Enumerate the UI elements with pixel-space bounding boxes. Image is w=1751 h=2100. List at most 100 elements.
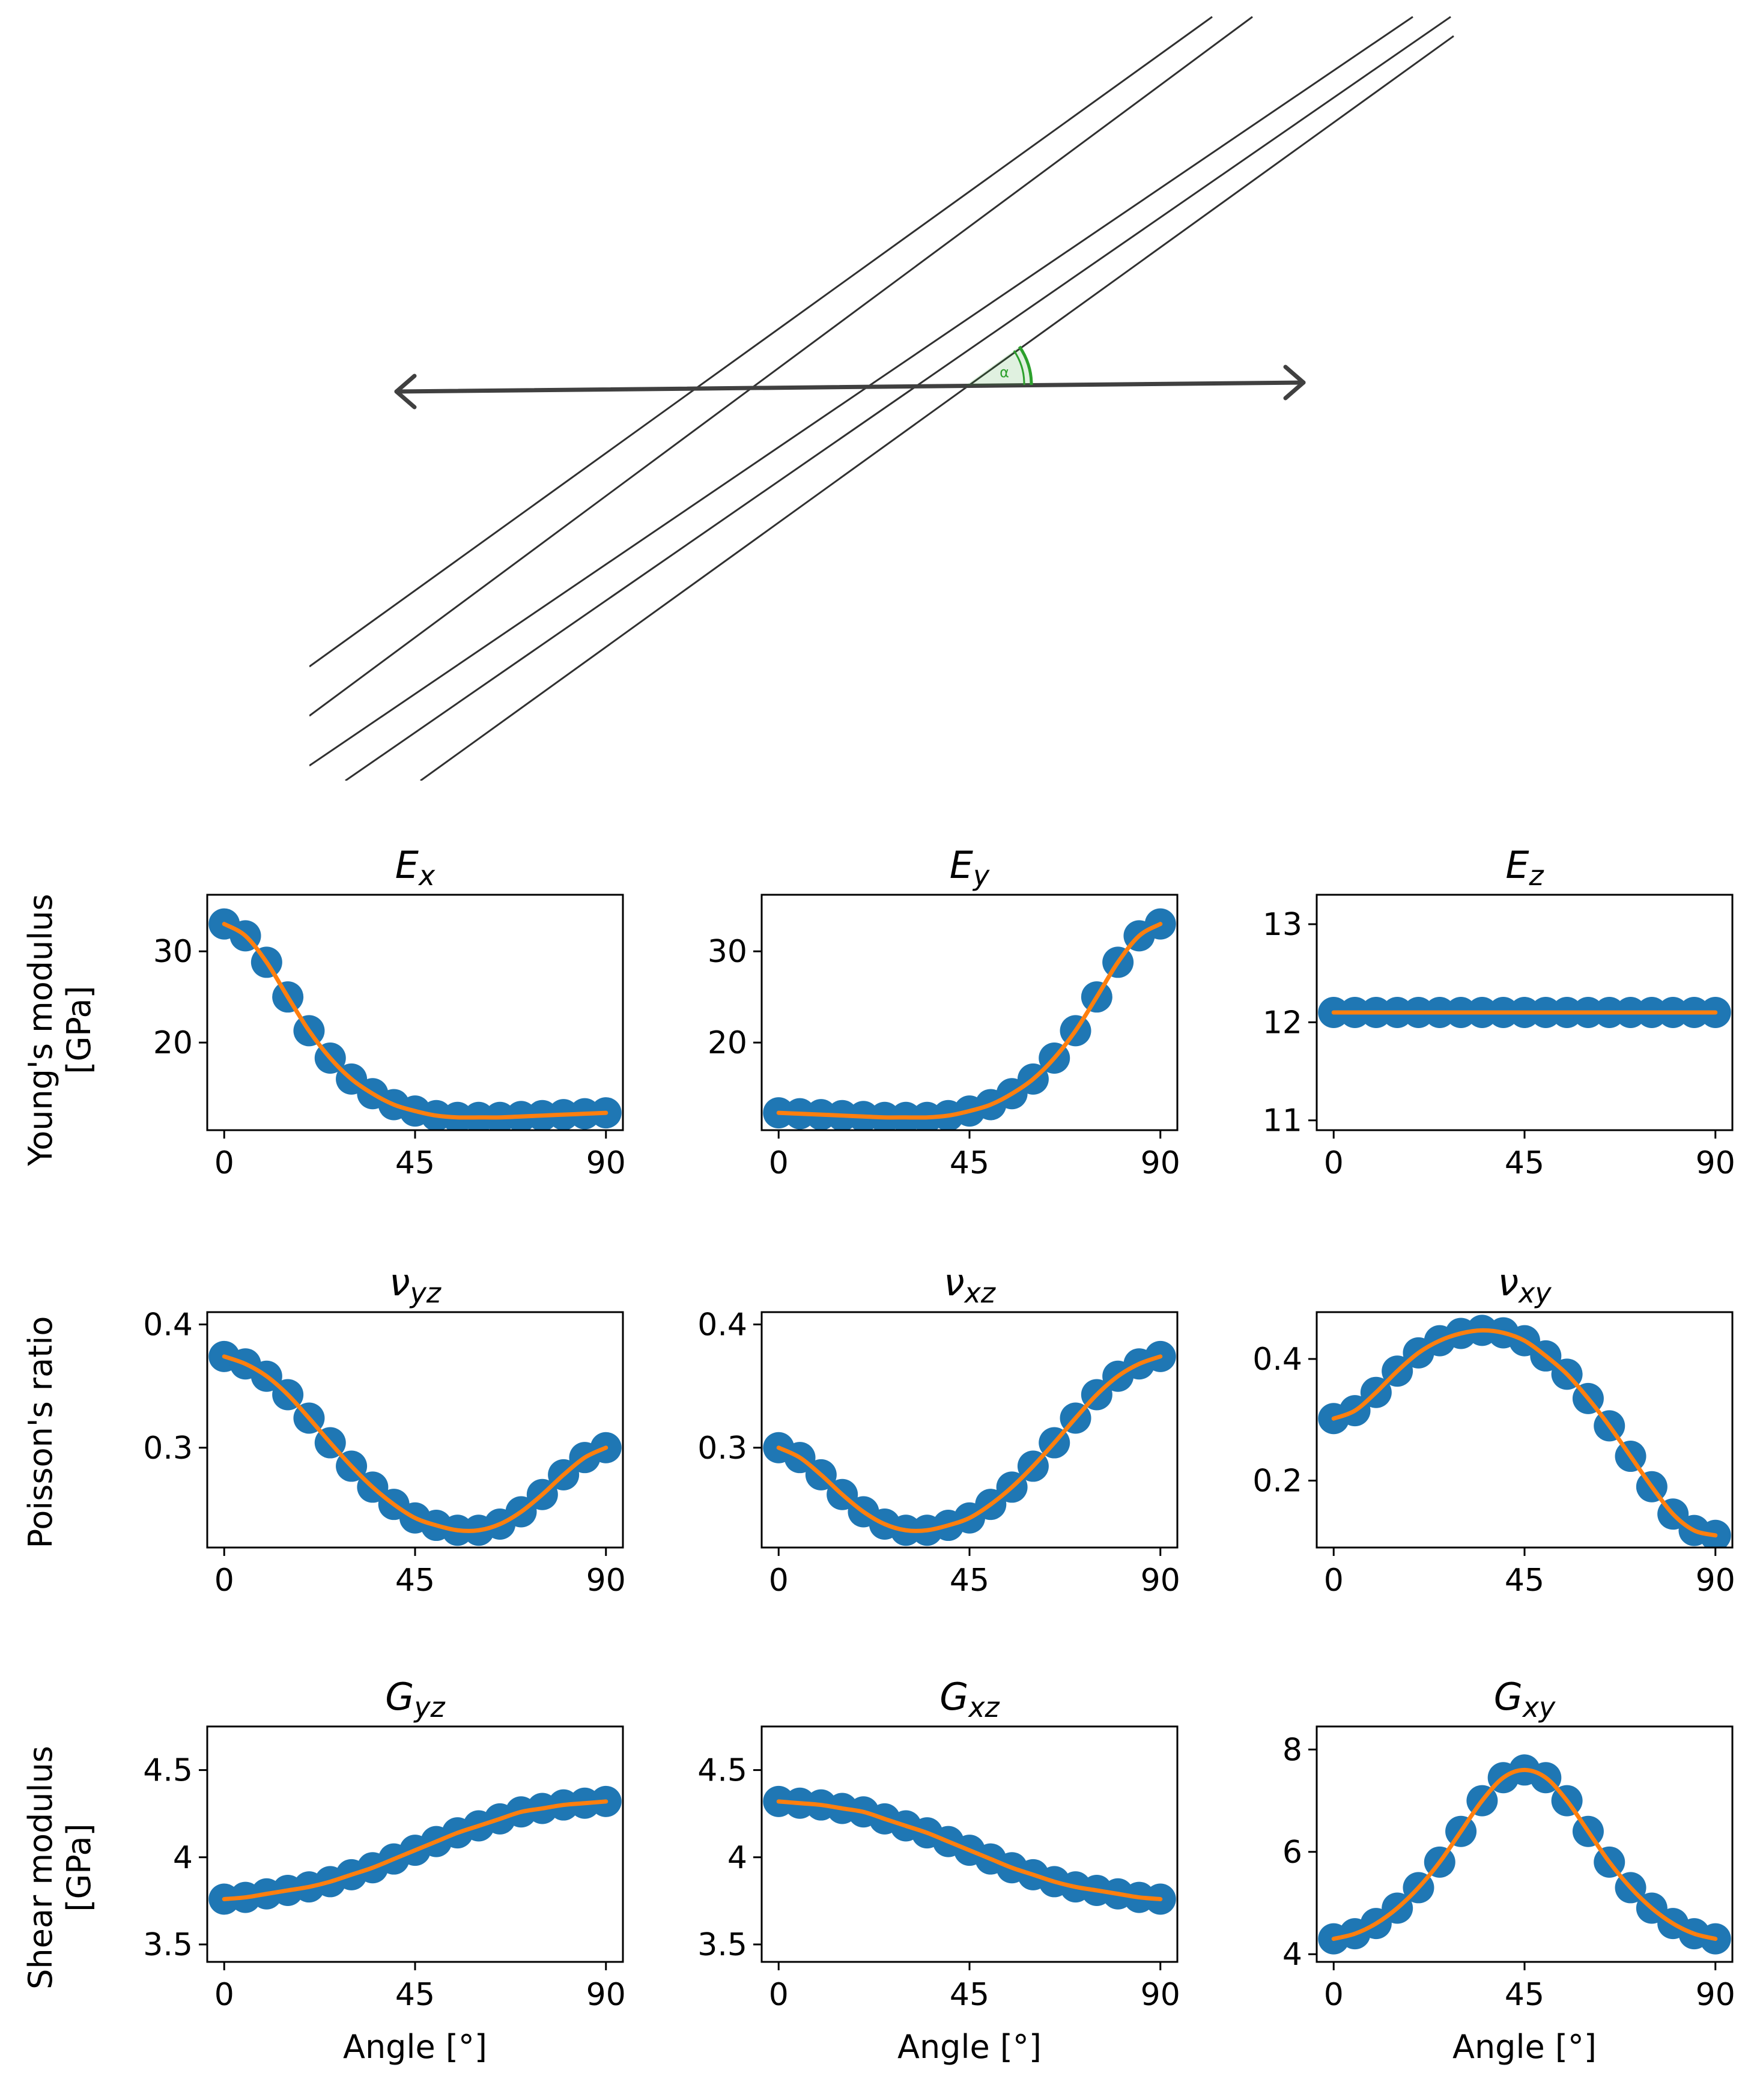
plot-area [1318, 997, 1731, 1028]
y-tick-label: 13 [1263, 907, 1302, 943]
row-label-youngs-modulus: Young's modulus [GPa] [22, 894, 98, 1166]
subplot-title: νyz [389, 1260, 442, 1309]
y-tick-label: 3.5 [143, 1927, 193, 1963]
y-tick-label: 0.3 [697, 1430, 747, 1466]
axes-frame [206, 894, 624, 1131]
subplot-title-symbol: E [1505, 843, 1529, 887]
x-tick-label: 0 [1324, 1977, 1344, 2013]
y-tick-label: 30 [708, 934, 747, 970]
subplot-title-subscript: yz [409, 1277, 442, 1309]
x-tick-label: 0 [769, 1977, 789, 2013]
subplot-title-subscript: x [417, 859, 435, 892]
x-tick-label: 0 [214, 1563, 234, 1599]
y-tick-label: 0.3 [143, 1430, 193, 1466]
x-tick-label: 0 [769, 1145, 789, 1181]
subplot-title-subscript: xz [967, 1691, 1000, 1723]
angle-alpha-label: α [1000, 364, 1009, 381]
subplot-title-subscript: y [972, 859, 990, 892]
y-tick-label: 20 [153, 1025, 193, 1061]
x-tick-label: 45 [950, 1977, 989, 2013]
x-tick-label: 0 [214, 1145, 234, 1181]
x-tick-label: 0 [769, 1563, 789, 1599]
plot-area [208, 1785, 622, 1915]
subplot-nu-xz: νxz 0 45 90 0.3 0.4 [697, 1260, 1180, 1599]
y-tick-label: 20 [708, 1025, 747, 1061]
plot-area [1318, 1754, 1731, 1955]
subplot-title: Gyz [385, 1675, 445, 1723]
subplot-title-symbol: E [395, 843, 419, 887]
x-tick-label: 90 [586, 1563, 626, 1599]
subplot-title-symbol: ν [944, 1260, 965, 1304]
subplot-title-symbol: ν [1498, 1260, 1519, 1304]
arrow-head-left [394, 374, 417, 410]
fit-line [776, 922, 1163, 1120]
subplot-G-yz: Gyz 0 45 90 3.5 4 4.5 Angle [°] [143, 1675, 626, 2066]
subplot-title: Gxy [1494, 1675, 1556, 1723]
subplot-title-subscript: z [1529, 859, 1544, 892]
row-label-line-2: [GPa] [60, 985, 98, 1074]
fit-line [222, 1799, 608, 1901]
fit-line [776, 1799, 1163, 1901]
subplot-title-symbol: G [385, 1675, 414, 1719]
subplot-G-xz: Gxz 0 45 90 3.5 4 4.5 Angle [°] [697, 1675, 1180, 2066]
fiber-line [309, 16, 1413, 767]
x-tick-label: 90 [1696, 1977, 1735, 2013]
x-tick-label: 0 [1324, 1563, 1344, 1599]
x-tick-label: 45 [950, 1145, 989, 1181]
y-tick-label: 11 [1263, 1103, 1302, 1139]
loading-direction-arrow [394, 365, 1306, 410]
subplot-title: Ey [950, 843, 990, 892]
plot-area [763, 1340, 1176, 1546]
subplot-E-y: Ey 0 45 90 20 30 [708, 843, 1180, 1181]
x-tick-label: 45 [950, 1563, 989, 1599]
subplot-title-symbol: E [950, 843, 974, 887]
subplot-G-xy: Gxy 0 45 90 4 6 8 Angle [°] [1282, 1675, 1735, 2066]
x-tick-label: 90 [586, 1145, 626, 1181]
row-label-shear-modulus: Shear modulus [GPa] [22, 1746, 98, 1990]
x-axis-label: Angle [°] [343, 2028, 487, 2066]
row-label-line-1: Young's modulus [22, 894, 59, 1166]
plot-area [1318, 1315, 1731, 1548]
y-tick-label: 4 [727, 1840, 747, 1876]
fiber-orientation-diagram: α [309, 16, 1454, 781]
x-tick-label: 45 [395, 1145, 435, 1181]
y-tick-label: 12 [1263, 1005, 1302, 1041]
y-tick-label: 0.4 [1252, 1342, 1302, 1378]
subplot-title-symbol: G [939, 1675, 968, 1719]
y-tick-label: 4 [1282, 1937, 1302, 1973]
y-tick-label: 6 [1282, 1835, 1302, 1871]
x-tick-label: 45 [395, 1563, 435, 1599]
y-tick-label: 0.2 [1252, 1463, 1302, 1499]
y-tick-label: 4.5 [143, 1753, 193, 1789]
x-tick-label: 90 [1696, 1145, 1735, 1181]
subplot-title-symbol: G [1494, 1675, 1523, 1719]
y-tick-label: 0.4 [143, 1307, 193, 1343]
axes-frame [760, 894, 1179, 1131]
x-tick-label: 90 [1141, 1977, 1180, 2013]
fit-line [1331, 1328, 1718, 1538]
x-tick-label: 45 [1505, 1977, 1544, 2013]
plot-area [763, 908, 1176, 1130]
x-tick-label: 0 [214, 1977, 234, 2013]
fit-line [1331, 1767, 1718, 1941]
x-tick-label: 90 [1696, 1563, 1735, 1599]
fit-line [222, 1354, 608, 1533]
subplot-title: Ex [395, 843, 435, 892]
subplot-title-subscript: yz [413, 1691, 445, 1723]
subplot-title-subscript: xy [1522, 1691, 1556, 1723]
x-tick-label: 90 [586, 1977, 626, 2013]
plot-area [208, 1340, 622, 1546]
subplot-title: νxy [1498, 1260, 1552, 1309]
y-tick-label: 8 [1282, 1732, 1302, 1768]
y-tick-label: 30 [153, 934, 193, 970]
fit-line [222, 922, 608, 1120]
fiber-lines [309, 16, 1454, 781]
fiber-line [345, 16, 1451, 781]
plot-area [763, 1785, 1176, 1915]
fiber-line [309, 16, 1253, 717]
subplot-nu-yz: νyz 0 45 90 0.3 0.4 [143, 1260, 626, 1599]
subplot-title: Gxz [939, 1675, 1000, 1723]
y-tick-label: 3.5 [697, 1927, 747, 1963]
